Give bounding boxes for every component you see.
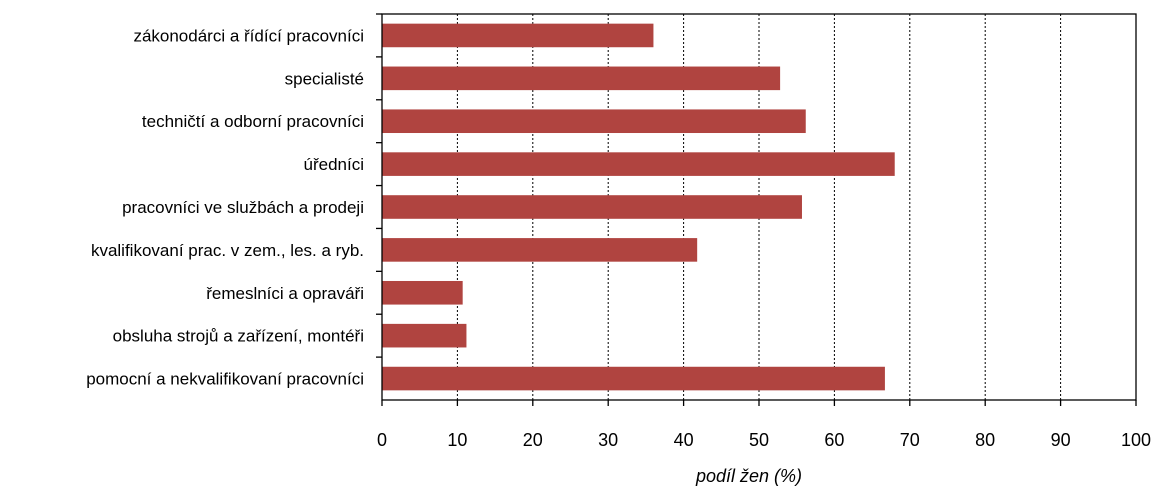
- x-axis-ticks: 0 10 20 30 40 50 60 70 80 90 100: [377, 400, 1151, 450]
- category-label: obsluha strojů a zařízení, montéři: [113, 327, 364, 346]
- x-tick-label: 50: [749, 430, 769, 450]
- bar: [382, 23, 654, 48]
- category-label: pracovníci ve službách a prodeji: [122, 198, 364, 217]
- bar: [382, 66, 781, 91]
- category-label: techničtí a odborní pracovníci: [142, 112, 364, 131]
- category-labels: zákonodárci a řídící pracovníci specialis…: [86, 13, 382, 389]
- category-label: zákonodárci a řídící pracovníci: [133, 26, 364, 45]
- category-label: úředníci: [304, 155, 364, 174]
- category-label: řemeslníci a opraváři: [206, 284, 364, 303]
- x-tick-label: 0: [377, 430, 387, 450]
- bar: [382, 238, 698, 262]
- x-tick-label: 90: [1051, 430, 1071, 450]
- bar: [382, 195, 802, 219]
- bar: [382, 366, 885, 391]
- category-label: pomocní a nekvalifikovaní pracovníci: [86, 370, 364, 389]
- x-tick-label: 20: [523, 430, 543, 450]
- category-label: specialisté: [285, 69, 364, 88]
- x-tick-label: 60: [824, 430, 844, 450]
- x-tick-label: 70: [900, 430, 920, 450]
- x-axis-title: podíl žen (%): [695, 466, 802, 486]
- x-tick-label: 10: [447, 430, 467, 450]
- bars: [382, 23, 895, 391]
- bar: [382, 109, 806, 134]
- category-label: kvalifikovaní prac. v zem., les. a ryb.: [91, 241, 364, 260]
- x-tick-label: 40: [674, 430, 694, 450]
- bar: [382, 280, 463, 305]
- x-tick-label: 80: [975, 430, 995, 450]
- bar: [382, 323, 467, 348]
- bar: [382, 152, 895, 176]
- plot-frame: [381, 13, 1137, 401]
- x-tick-label: 100: [1121, 430, 1151, 450]
- x-tick-label: 30: [598, 430, 618, 450]
